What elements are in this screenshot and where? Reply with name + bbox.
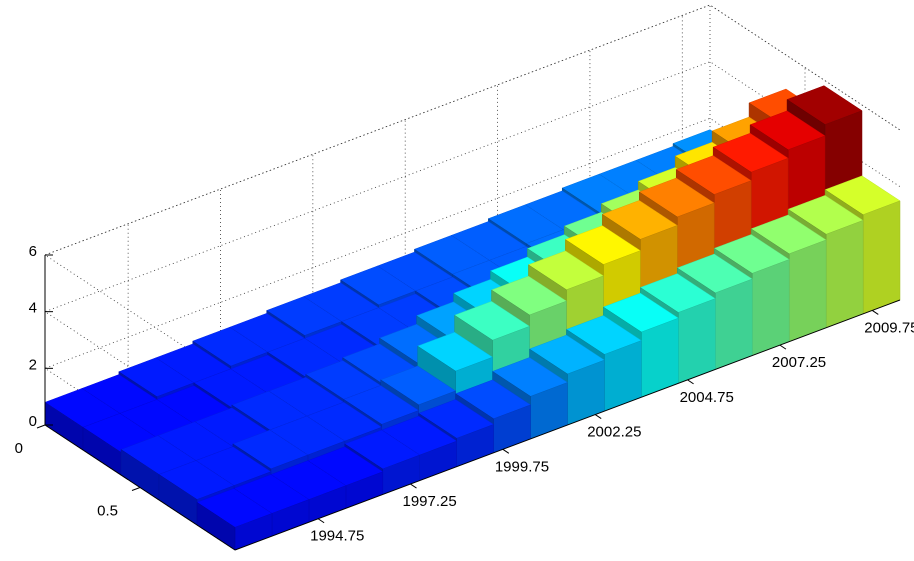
bar-front bbox=[678, 298, 716, 384]
x-axis bbox=[234, 299, 901, 551]
x-tick-label: 2002.25 bbox=[587, 424, 641, 441]
bar-front bbox=[715, 278, 753, 370]
y-tick-label: 0 bbox=[15, 440, 23, 457]
x-tick bbox=[594, 414, 602, 419]
x-tick bbox=[317, 518, 325, 524]
bar-front bbox=[751, 259, 790, 356]
grid-edge bbox=[44, 4, 901, 256]
x-tick-label: 2007.25 bbox=[772, 354, 826, 371]
y-tick bbox=[131, 487, 141, 491]
x-tick-label: 1997.25 bbox=[402, 493, 456, 510]
x-tick-label: 2009.75 bbox=[864, 319, 914, 336]
z-tick-label: 2 bbox=[29, 356, 37, 373]
x-tick bbox=[687, 379, 694, 385]
z-tick-label: 6 bbox=[29, 243, 37, 260]
z-tick-label: 0 bbox=[29, 413, 37, 430]
x-tick-label: 1994.75 bbox=[310, 528, 364, 545]
y-tick bbox=[36, 424, 46, 429]
x-tick-label: 1999.75 bbox=[495, 458, 549, 475]
x-tick-label: 2004.75 bbox=[680, 389, 734, 406]
bar-front bbox=[788, 239, 827, 343]
y-tick-label: 0.5 bbox=[97, 502, 118, 519]
x-tick bbox=[410, 483, 417, 489]
x-tick bbox=[779, 344, 787, 350]
bar-front bbox=[862, 200, 901, 315]
bar-front bbox=[825, 220, 864, 329]
bars bbox=[44, 85, 901, 551]
x-tick bbox=[502, 448, 510, 454]
z-tick-label: 4 bbox=[29, 300, 37, 317]
x-tick bbox=[872, 310, 879, 315]
